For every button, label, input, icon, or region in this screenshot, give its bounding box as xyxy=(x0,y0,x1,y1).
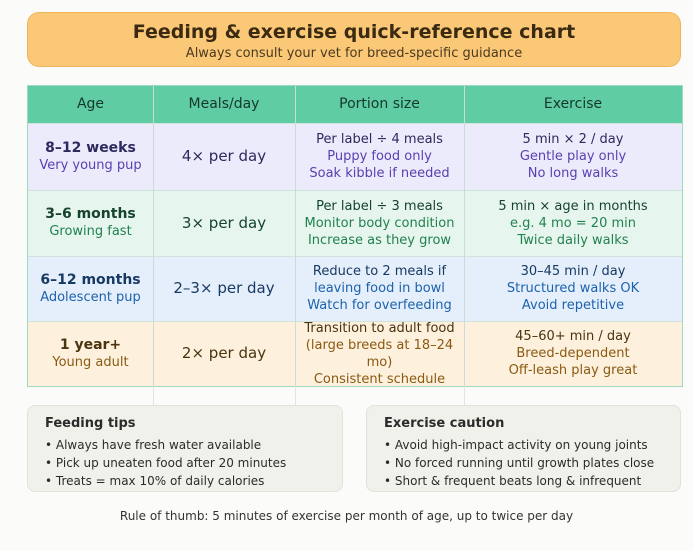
tip-box: Feeding tips • Always have fresh water av… xyxy=(27,405,343,492)
column-header: Meals/day xyxy=(188,96,260,112)
table-cell: 8–12 weeks Very young pup xyxy=(28,123,153,190)
subtitle: Always consult your vet for breed-specif… xyxy=(185,46,523,61)
tip-title: Exercise caution xyxy=(384,416,505,431)
cell-line: Reduce to 2 meals if xyxy=(312,264,447,279)
column-divider xyxy=(295,386,296,405)
tip-item: • Treats = max 10% of daily calories xyxy=(45,474,265,488)
table-cell: 4× per day xyxy=(153,123,295,190)
cell-line: Watch for overfeeding xyxy=(307,298,452,313)
column-divider xyxy=(464,386,465,405)
table-cell: 5 min × 2 / day Gentle play only No long w… xyxy=(464,123,682,190)
header-row xyxy=(28,86,682,123)
cell-line: 5 min × age in months xyxy=(498,198,648,214)
column-divider xyxy=(153,86,154,386)
column-header: Age xyxy=(76,96,105,112)
table: Age Meals/day Portion size Exercise 8–12 wee… xyxy=(27,85,683,387)
cell-line: 3–6 months xyxy=(45,206,136,222)
table-cell: 3× per day xyxy=(153,190,295,256)
cell-line: Young adult xyxy=(52,354,129,370)
column-header: Exercise xyxy=(543,96,603,112)
cell-line: Per label ÷ 4 meals xyxy=(316,132,443,147)
cell-line: Gentle play only xyxy=(519,149,627,164)
table-row xyxy=(28,256,682,321)
column-divider xyxy=(153,386,154,405)
column-divider xyxy=(295,86,296,386)
cell-line: 2–3× per day xyxy=(173,279,275,297)
cell-line: Puppy food only xyxy=(327,149,432,164)
cell-line: No long walks xyxy=(527,166,619,181)
column-header: Portion size xyxy=(339,96,420,112)
cell-line: leaving food in bowl xyxy=(314,281,445,296)
header: Feeding & exercise quick-reference chart… xyxy=(27,12,681,67)
footer: Rule of thumb: 5 minutes of exercise per… xyxy=(119,509,574,523)
cell-line: e.g. 4 mo = 20 min xyxy=(509,215,636,231)
cell-line: Very young pup xyxy=(39,157,142,173)
table-cell: Per label ÷ 4 meals Puppy food only Soak k… xyxy=(295,123,464,190)
tip-box: Exercise caution • Avoid high-impact acti… xyxy=(366,405,681,492)
cell-line: (large breeds at 18–24 mo) xyxy=(305,337,454,370)
tip-item: • Always have fresh water available xyxy=(45,438,262,452)
tip-item: • Pick up uneaten food after 20 minutes xyxy=(45,456,287,470)
cell-line: Soak kibble if needed xyxy=(309,166,450,181)
cell-line: 45–60+ min / day xyxy=(515,329,631,344)
table-cell: 5 min × age in months e.g. 4 mo = 20 min T… xyxy=(464,190,682,256)
cell-line: Avoid repetitive xyxy=(521,298,625,313)
table-cell: 3–6 months Growing fast xyxy=(28,190,153,256)
table-cell: 30–45 min / day Structured walks OK Avoid … xyxy=(464,256,682,321)
title: Feeding & exercise quick-reference chart xyxy=(132,21,576,43)
table-cell: Per label ÷ 3 meals Monitor body conditio… xyxy=(295,190,464,256)
cell-line: Twice daily walks xyxy=(517,232,629,248)
table-row xyxy=(28,123,682,190)
cell-line: Transition to adult food xyxy=(304,320,455,336)
cell-line: 5 min × 2 / day xyxy=(522,132,624,147)
cell-line: Off-leash play great xyxy=(508,363,638,378)
cell-line: 6–12 months xyxy=(40,271,141,288)
tip-title: Feeding tips xyxy=(45,416,136,431)
cell-line: Growing fast xyxy=(49,224,132,239)
tip-item: • No forced running until growth plates … xyxy=(384,456,655,470)
cell-line: Monitor body condition xyxy=(304,215,455,231)
table-cell: 6–12 months Adolescent pup xyxy=(28,256,153,321)
cell-line: 3× per day xyxy=(181,213,267,232)
table-cell: 2–3× per day xyxy=(153,256,295,321)
cell-line: Adolescent pup xyxy=(40,289,141,305)
cell-line: Breed-dependent xyxy=(516,346,630,361)
table-cell: 1 year+ Young adult xyxy=(28,321,153,386)
cell-line: 4× per day xyxy=(181,147,267,165)
cell-line: Increase as they grow xyxy=(307,232,452,248)
cell-line: 1 year+ xyxy=(59,336,122,353)
table-cell: Reduce to 2 meals if leaving food in bowl… xyxy=(295,256,464,321)
cell-line: 30–45 min / day xyxy=(520,264,626,279)
cell-line: Per label ÷ 3 meals xyxy=(316,198,443,214)
tip-item: • Short & frequent beats long & infreque… xyxy=(384,474,642,488)
table-cell: 45–60+ min / day Breed-dependent Off-leash… xyxy=(464,321,682,386)
table-row xyxy=(28,321,682,386)
column-divider xyxy=(464,86,465,386)
cell-line: Consistent schedule xyxy=(313,371,446,387)
table-row xyxy=(28,190,682,256)
table-cell: Transition to adult food (large breeds at… xyxy=(295,320,464,387)
cell-line: Structured walks OK xyxy=(506,281,640,296)
tip-item: • Avoid high-impact activity on young jo… xyxy=(384,438,648,452)
table-cell: 2× per day xyxy=(153,321,295,386)
cell-line: 2× per day xyxy=(181,344,267,362)
cell-line: 8–12 weeks xyxy=(45,139,136,156)
